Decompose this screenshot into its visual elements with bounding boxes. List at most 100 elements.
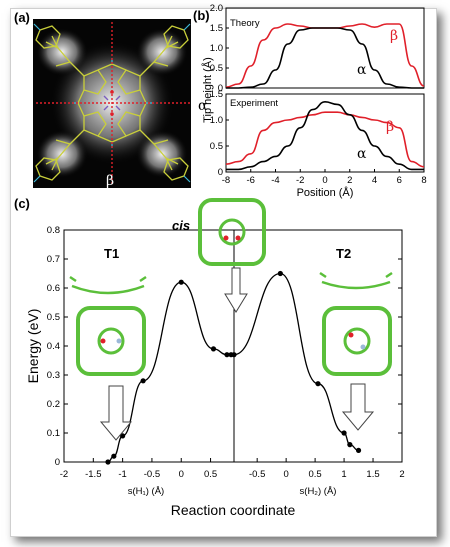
label-alpha: α (198, 98, 208, 114)
panel-c-energy-plot: 00.10.20.30.40.50.60.70.8 -2 -1.5 -1 -0.5 0 0… (47, 225, 405, 480)
x-tick-label: -6 (247, 175, 255, 186)
state-t1-label: T1 (104, 246, 119, 261)
energy-y-tick-label: 0.5 (47, 312, 60, 323)
energy-y-tick-label: 0 (55, 457, 60, 468)
x-tick-label: -4 (271, 175, 279, 186)
x-tick-label: -8 (222, 175, 230, 186)
state-t2-label: T2 (336, 246, 351, 261)
y-tick-label: 2.0 (210, 3, 223, 14)
energy-x-tick-label: -0.5 (249, 469, 265, 480)
x-tick-label: 0 (322, 175, 327, 186)
molecule-t2-side (319, 271, 393, 290)
panel-label-a: (a) (14, 10, 30, 25)
energy-y-tick-label: 0.6 (47, 283, 60, 294)
hydrogen-overlay (33, 23, 191, 183)
energy-x-tick-label: -1.5 (85, 469, 101, 480)
energy-data-point (315, 381, 321, 387)
theory-title: Theory (230, 18, 260, 29)
energy-x-tick-label: 0.5 (204, 469, 217, 480)
s-h1-axis-label: s(H₁) (Å) (128, 486, 164, 497)
s-h2-axis-label: s(H₂) (Å) (300, 486, 337, 497)
energy-axis-title: Energy (eV) (25, 309, 41, 384)
energy-x-tick-label: 0 (283, 469, 288, 480)
y-tick-label: 1.5 (210, 89, 223, 100)
panel-label-b: (b) (193, 8, 210, 23)
energy-curve (107, 281, 232, 463)
energy-y-tick-label: 0.3 (47, 370, 60, 381)
energy-y-tick-label: 0.7 (47, 254, 60, 265)
energy-y-tick-label: 0.2 (47, 399, 60, 410)
arrow-t2 (341, 383, 375, 431)
arrow-cis (224, 267, 248, 313)
energy-curves (105, 270, 362, 465)
series-line-beta (225, 111, 425, 168)
molecule-cis (198, 198, 266, 266)
energy-y-ticks: 0 0.1 0.2 0.3 0.4 0.5 0.6 0.7 0.8 (47, 225, 402, 468)
energy-data-point (120, 433, 126, 439)
experiment-y-ticks: 0 0.5 1.0 1.5 (210, 89, 229, 178)
experiment-series (225, 100, 425, 171)
y-tick-label: 0.5 (210, 63, 223, 74)
y-tick-label: 0 (218, 167, 223, 178)
energy-x-tick-label: 2 (399, 469, 404, 480)
theory-alpha-label: α (357, 62, 367, 78)
stm-image (33, 19, 191, 188)
panel-b-experiment-plot: Experiment 0 0.5 1.0 1.5 -8 -6 -4 -2 0 2 4 6 8 (210, 89, 427, 186)
state-cis-label: cis (172, 218, 190, 233)
energy-x-ticks: -2 -1.5 -1 -0.5 0 0.5 -0.5 0 0.5 1 1.5 2 (60, 458, 405, 480)
energy-x-tick-label: 1.5 (366, 469, 379, 480)
energy-data-point (355, 447, 362, 453)
molecule-t1-top (76, 306, 146, 376)
energy-x-tick-label: 0.5 (308, 469, 321, 480)
molecule-t2-top (322, 306, 392, 376)
energy-y-tick-label: 0.4 (47, 341, 60, 352)
energy-curve (233, 272, 359, 452)
position-axis-title: Position (Å) (297, 186, 354, 199)
energy-data-point (224, 352, 230, 358)
energy-y-tick-label: 0.1 (47, 428, 60, 439)
energy-x-tick-label: 0 (179, 469, 184, 480)
series-line-alpha (225, 27, 424, 89)
energy-x-tick-label: -0.5 (144, 469, 160, 480)
experiment-beta-label: β (386, 119, 394, 135)
panel-b-theory-plot: Theory 0 0.5 1.0 1.5 2.0 (210, 3, 425, 94)
reaction-coordinate-title: Reaction coordinate (171, 502, 296, 518)
energy-data-point (140, 378, 146, 384)
scan-lines (36, 22, 190, 186)
panel-label-c: (c) (14, 196, 30, 211)
energy-data-point (347, 442, 353, 448)
x-tick-label: 4 (372, 175, 377, 186)
energy-data-point (277, 270, 283, 277)
arrow-t1 (99, 385, 133, 441)
y-tick-label: 1.0 (210, 115, 223, 126)
energy-data-point (341, 430, 347, 436)
x-tick-label: -2 (296, 175, 304, 186)
theory-beta-label: β (390, 28, 398, 44)
energy-data-point (105, 459, 111, 465)
energy-y-tick-label: 0.8 (47, 225, 60, 236)
energy-data-point (178, 279, 184, 285)
x-tick-label: 2 (347, 175, 352, 186)
molecule-t1-side (69, 275, 147, 295)
x-tick-label: 6 (397, 175, 402, 186)
energy-x-tick-label: -1 (118, 469, 126, 480)
experiment-alpha-label: α (357, 146, 367, 162)
y-tick-label: 1.0 (210, 43, 223, 54)
tip-height-axis-title: Tip height (Å) (201, 57, 214, 123)
y-tick-label: 1.5 (210, 23, 223, 34)
theory-series (225, 23, 425, 89)
y-tick-label: 0 (218, 83, 223, 94)
series-line-alpha (226, 100, 424, 171)
experiment-title: Experiment (230, 98, 278, 109)
energy-x-tick-label: 1 (341, 469, 346, 480)
n-atoms (103, 95, 121, 111)
inner-h-atoms (110, 90, 114, 116)
energy-data-point (231, 352, 237, 358)
theory-y-ticks: 0 0.5 1.0 1.5 2.0 (210, 3, 229, 94)
x-tick-label: 8 (421, 175, 426, 186)
label-beta: β (106, 173, 114, 189)
energy-data-point (210, 346, 217, 352)
y-tick-label: 0.5 (210, 141, 223, 152)
energy-x-tick-label: -2 (60, 469, 68, 480)
